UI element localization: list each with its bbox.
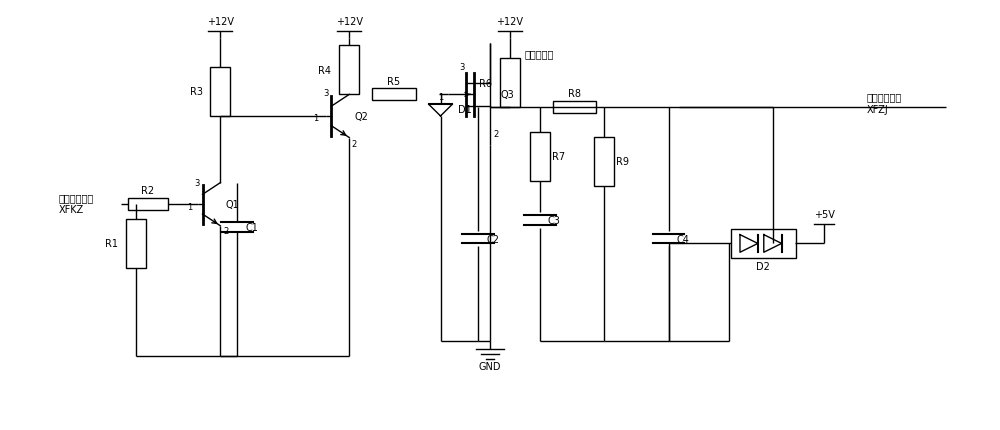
Bar [553, 102, 596, 114]
Text: XFKZ: XFKZ [59, 205, 84, 215]
Text: R6: R6 [479, 78, 492, 89]
Text: 3: 3 [459, 63, 464, 72]
Text: R5: R5 [387, 77, 400, 86]
Bar [210, 68, 230, 117]
Text: +12V: +12V [496, 17, 523, 27]
Text: 1: 1 [313, 114, 319, 123]
Text: Q1: Q1 [225, 200, 239, 210]
Text: C3: C3 [548, 215, 560, 225]
Bar [126, 219, 146, 268]
Text: C2: C2 [486, 234, 499, 244]
Text: +12V: +12V [207, 17, 234, 27]
Text: 添加散热片: 添加散热片 [525, 49, 554, 59]
Text: R8: R8 [568, 89, 581, 99]
Text: 3: 3 [323, 89, 328, 98]
Text: R1: R1 [105, 239, 118, 249]
Text: 1: 1 [438, 92, 443, 101]
Text: C4: C4 [677, 234, 689, 244]
Bar [128, 199, 168, 211]
Text: 3: 3 [194, 179, 200, 187]
Text: R3: R3 [190, 87, 203, 97]
Text: 2: 2 [223, 227, 229, 236]
Text: +5V: +5V [814, 209, 835, 219]
Text: 2: 2 [351, 140, 357, 148]
Bar [372, 89, 416, 101]
Text: R9: R9 [616, 157, 629, 167]
Text: R7: R7 [552, 152, 565, 162]
Bar [500, 59, 520, 108]
Text: 2: 2 [493, 130, 498, 139]
Text: +12V: +12V [336, 17, 363, 27]
Text: D2: D2 [756, 261, 770, 271]
Text: R4: R4 [318, 66, 331, 76]
Bar [594, 137, 614, 186]
Text: 1: 1 [187, 202, 193, 211]
Text: Q2: Q2 [354, 112, 368, 122]
Text: GND: GND [479, 361, 501, 371]
Text: C1: C1 [245, 222, 258, 232]
Text: XFZJ: XFZJ [867, 105, 889, 115]
Text: D1: D1 [458, 105, 472, 115]
Bar [530, 132, 550, 181]
Bar [731, 229, 796, 258]
Text: 泄放反馈信号: 泄放反馈信号 [867, 92, 902, 102]
Text: Q3: Q3 [500, 90, 514, 100]
Text: R2: R2 [141, 186, 155, 196]
Text: 泄放控制信号: 泄放控制信号 [59, 193, 94, 203]
Bar [339, 46, 359, 95]
